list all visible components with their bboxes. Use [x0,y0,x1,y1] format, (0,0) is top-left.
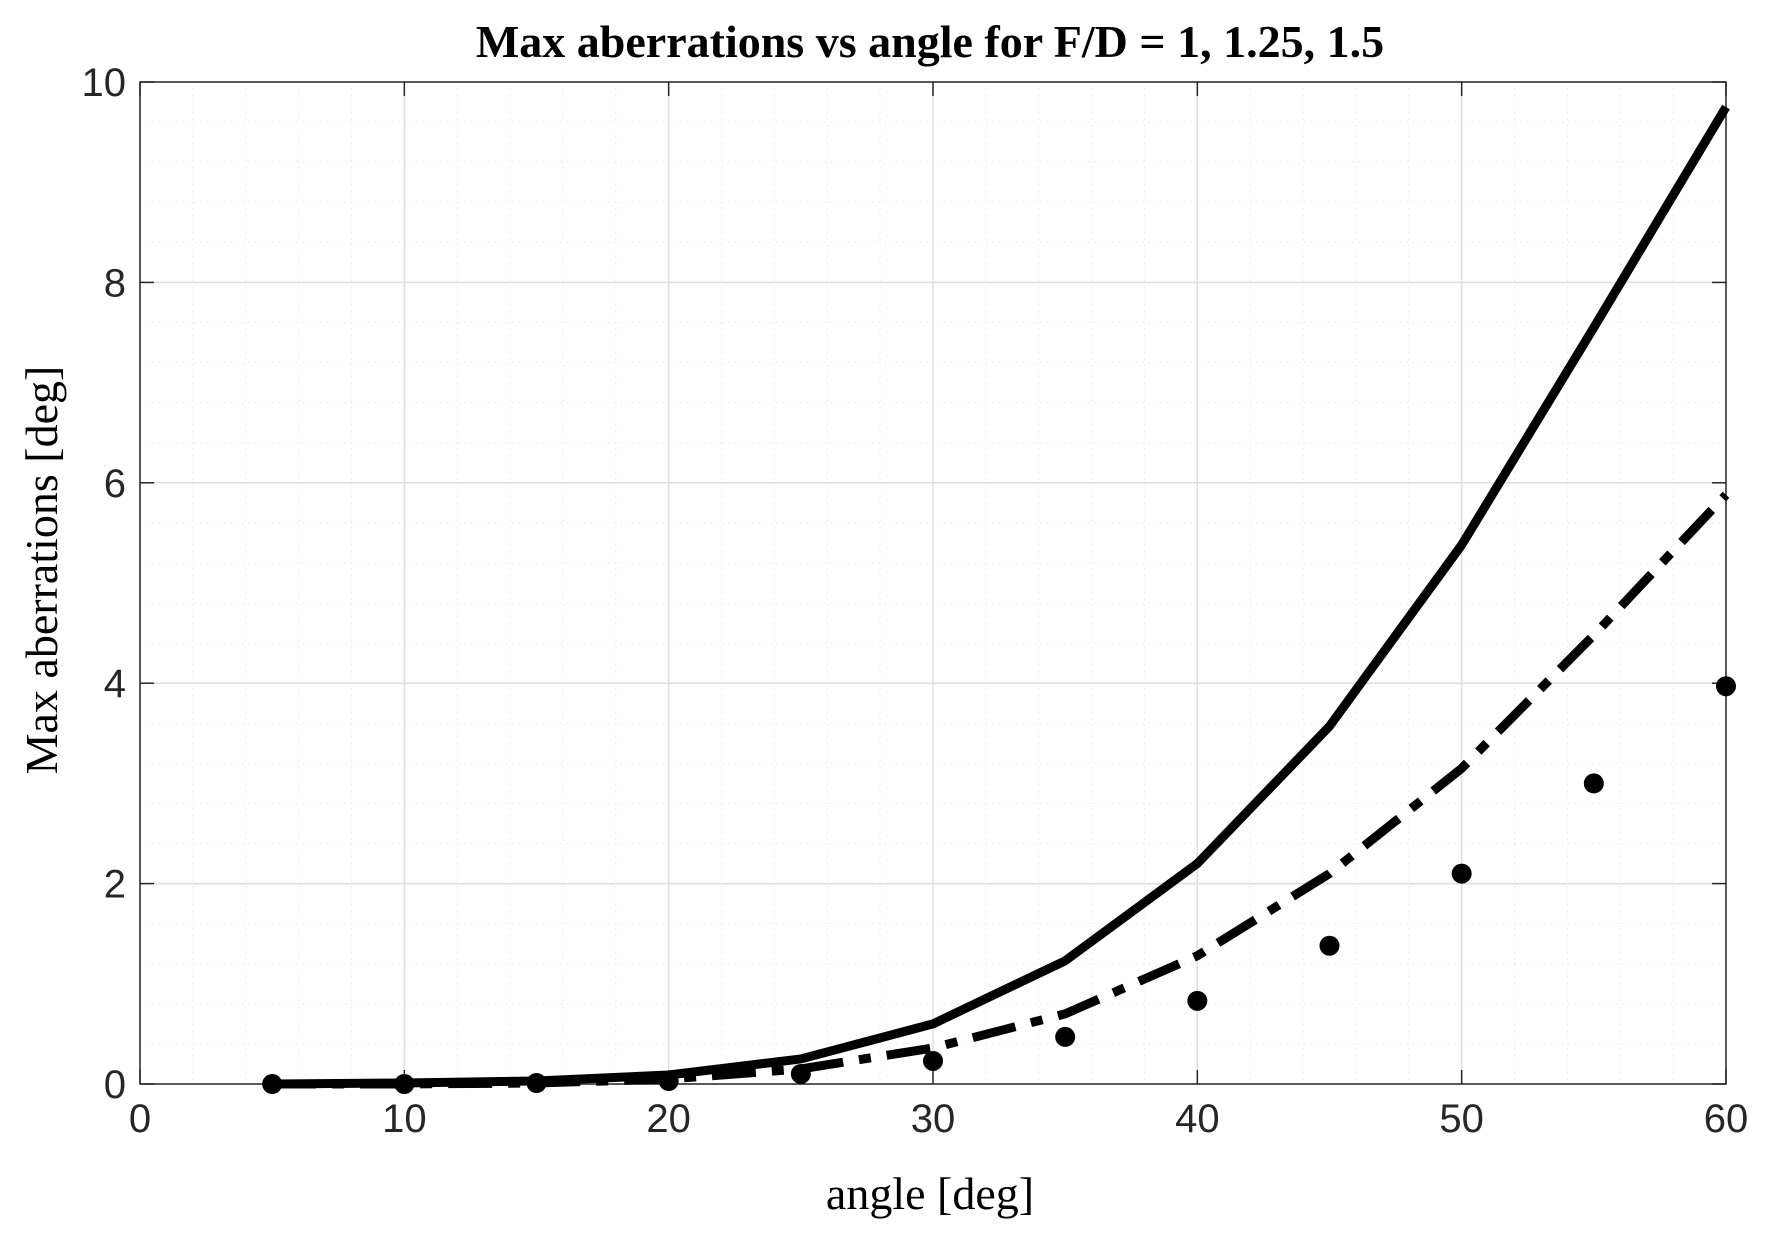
data-series [262,104,1736,1094]
x-tick-label-50: 50 [1439,1097,1484,1141]
data-point-40 [1187,990,1208,1011]
y-axis-label: Max aberrations [deg] [16,366,67,775]
data-point-50 [1451,863,1472,884]
series-line-dashdot [272,491,1730,1089]
x-axis-label: angle [deg] [826,1168,1034,1219]
data-point-35 [1055,1026,1076,1047]
major-grid [139,81,1727,1085]
x-tick-label-0: 0 [129,1097,151,1141]
x-tick-label-60: 60 [1704,1097,1749,1141]
y-tick-label-8: 8 [104,261,126,305]
y-tick-label-0: 0 [104,1063,126,1107]
data-point-20 [658,1070,679,1091]
data-point-15 [526,1072,547,1093]
y-tick-label-4: 4 [104,662,126,706]
series-1 [272,104,1730,1089]
data-point-60 [1716,676,1736,697]
tick-labels: 0 10 20 30 40 50 60 0 2 4 6 8 10 [82,61,1749,1141]
data-point-45 [1319,935,1340,956]
data-point-10 [394,1074,415,1094]
y-tick-label-10: 10 [82,61,127,105]
x-tick-label-30: 30 [911,1097,956,1141]
data-point-25 [790,1063,811,1084]
chart-title: Max aberrations vs angle for F/D = 1, 1.… [476,16,1384,67]
series-3 [262,676,1736,1094]
x-tick-label-20: 20 [646,1097,691,1141]
data-point-30 [923,1050,943,1071]
y-tick-label-6: 6 [104,462,126,506]
x-tick-label-10: 10 [382,1097,427,1141]
data-point-55 [1583,773,1604,794]
data-point-5 [262,1074,283,1094]
series-2 [272,491,1730,1089]
series-line-solid [272,104,1730,1089]
x-tick-label-40: 40 [1175,1097,1220,1141]
y-tick-label-2: 2 [104,863,126,907]
